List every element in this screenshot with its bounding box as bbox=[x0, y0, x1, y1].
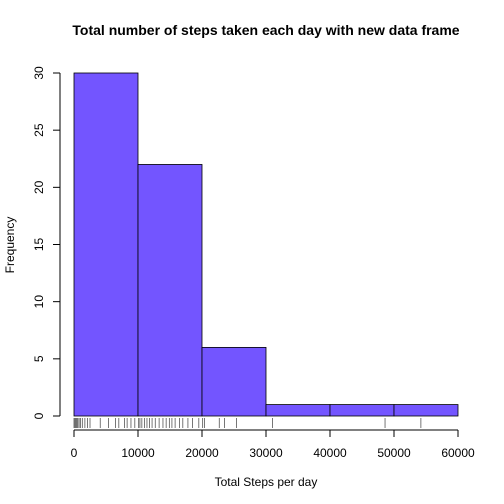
y-tick-label-6: 30 bbox=[32, 66, 46, 80]
histogram-bar-1 bbox=[137, 164, 203, 417]
histogram-bar-4 bbox=[329, 404, 395, 417]
x-tick-label-5: 50000 bbox=[377, 446, 411, 460]
y-tick-label-0: 0 bbox=[32, 412, 46, 419]
bars-group bbox=[73, 72, 459, 417]
x-tick-label-6: 60000 bbox=[441, 446, 475, 460]
y-tick-label-3: 15 bbox=[32, 238, 46, 252]
histogram-bar-5 bbox=[393, 404, 459, 417]
x-axis: 0 10000 20000 30000 40000 50000 60000 bbox=[71, 429, 475, 460]
rug-group bbox=[73, 418, 422, 428]
x-tick-label-2: 20000 bbox=[185, 446, 219, 460]
y-axis-label: Frequency bbox=[3, 217, 17, 274]
y-tick-label-1: 5 bbox=[32, 355, 46, 362]
histogram-bar-0 bbox=[73, 72, 139, 417]
chart-title: Total number of steps taken each day wit… bbox=[72, 22, 459, 38]
y-axis: 0 5 10 15 20 25 30 bbox=[32, 66, 61, 419]
y-tick-label-2: 10 bbox=[32, 295, 46, 309]
x-axis-label: Total Steps per day bbox=[215, 475, 318, 489]
y-tick-label-4: 20 bbox=[32, 180, 46, 194]
histogram-bar-3 bbox=[265, 404, 331, 417]
x-tick-label-1: 10000 bbox=[121, 446, 155, 460]
y-tick-label-5: 25 bbox=[32, 123, 46, 137]
x-tick-label-0: 0 bbox=[71, 446, 78, 460]
x-tick-label-3: 30000 bbox=[249, 446, 283, 460]
histogram-bar-2 bbox=[201, 346, 267, 417]
x-tick-label-4: 40000 bbox=[313, 446, 347, 460]
